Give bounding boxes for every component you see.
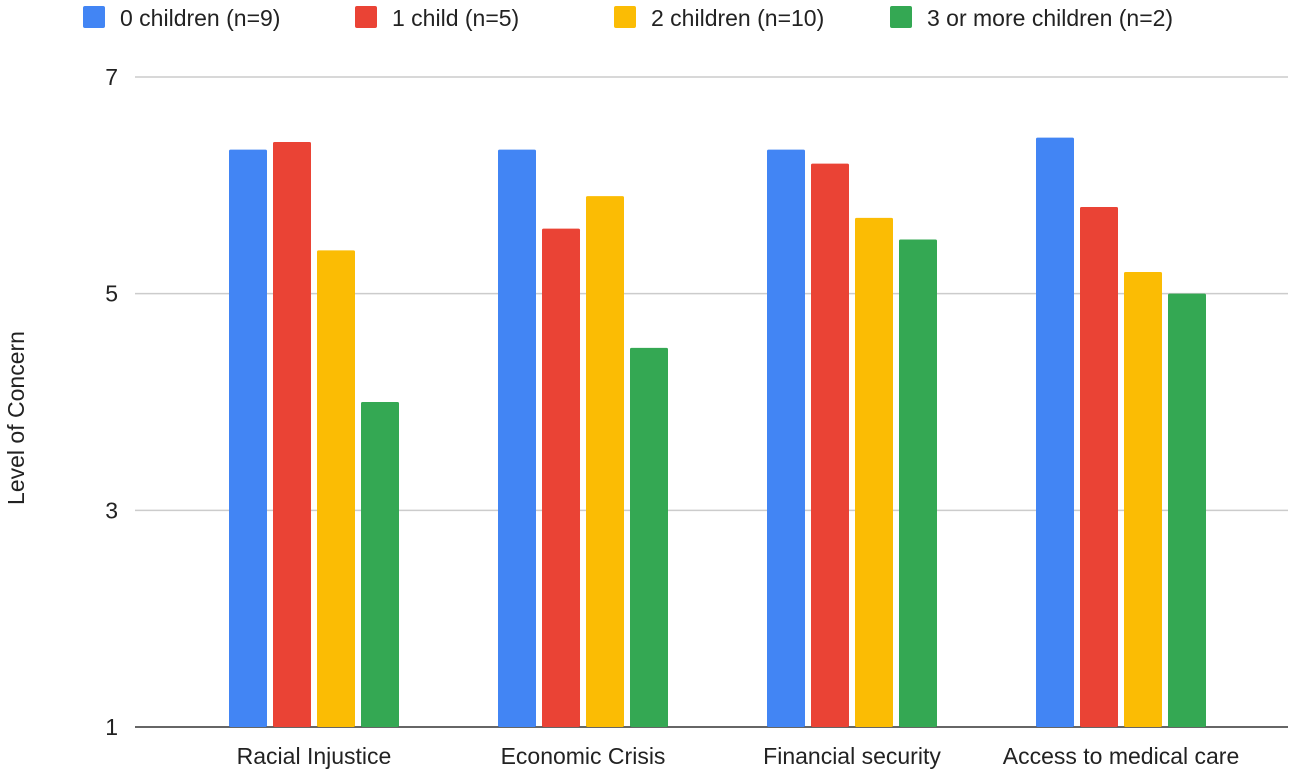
y-tick-label: 7 [105,64,118,90]
y-axis-label: Level of Concern [3,331,29,505]
legend: 0 children (n=9) 1 child (n=5) 2 children … [83,5,1173,31]
bar [361,402,399,727]
legend-swatch [614,6,636,28]
legend-label: 1 child (n=5) [392,5,519,31]
bar [1036,137,1074,727]
y-tick-label: 5 [105,281,118,307]
legend-swatch [355,6,377,28]
x-category-label: Access to medical care [1003,743,1239,769]
bar [855,217,893,728]
legend-label: 3 or more children (n=2) [927,5,1173,31]
bar [1168,293,1206,727]
y-tick-label: 1 [105,714,118,740]
x-category-label: Economic Crisis [501,743,666,769]
y-tick-label: 3 [105,497,118,523]
bar [273,142,311,727]
legend-swatch [83,6,105,28]
bar [586,196,624,727]
y-tick-labels: 1 3 5 7 [105,64,118,740]
legend-label: 0 children (n=9) [120,5,280,31]
legend-swatch [890,6,912,28]
bar [811,163,849,727]
bar [630,347,668,727]
x-category-label: Racial Injustice [237,743,392,769]
bar [899,239,937,727]
bar [1124,272,1162,727]
bar [317,250,355,728]
x-category-label: Financial security [763,743,941,769]
bars [229,137,1206,728]
bar [498,149,536,728]
bar [542,228,580,727]
bar [1080,207,1118,727]
bar [229,149,267,728]
bar [767,149,805,728]
legend-label: 2 children (n=10) [651,5,824,31]
category-labels: Racial Injustice Economic Crisis Financial… [237,743,1240,769]
